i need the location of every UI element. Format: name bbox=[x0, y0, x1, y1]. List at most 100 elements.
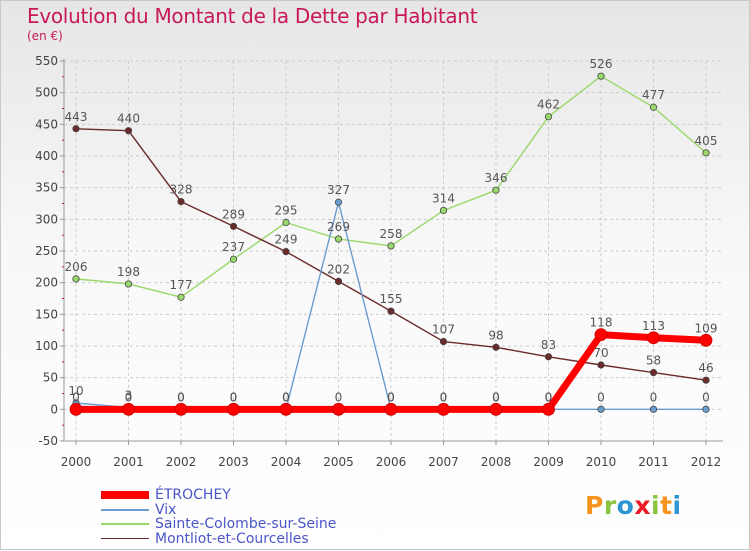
data-point bbox=[229, 255, 238, 263]
logo-letter: i bbox=[672, 491, 682, 520]
data-point bbox=[69, 402, 83, 416]
y-tick-label: 400 bbox=[35, 149, 58, 163]
x-tick-label: 2006 bbox=[376, 455, 407, 469]
y-tick-label: 300 bbox=[35, 212, 58, 226]
data-label: 526 bbox=[590, 57, 613, 71]
chart-title: Evolution du Montant de la Dette par Hab… bbox=[27, 4, 478, 28]
data-label: 0 bbox=[282, 390, 290, 404]
y-tick-label: 50 bbox=[43, 371, 58, 385]
data-label: 0 bbox=[492, 390, 500, 404]
y-tick-label: 0 bbox=[50, 402, 58, 416]
data-point bbox=[702, 149, 710, 157]
y-tick-label: 250 bbox=[35, 244, 58, 258]
data-label: 314 bbox=[432, 191, 455, 205]
x-tick-label: 2010 bbox=[586, 455, 617, 469]
proxiti-logo: Proxiti bbox=[585, 491, 682, 520]
x-tick-label: 2008 bbox=[481, 455, 512, 469]
data-label: 0 bbox=[597, 390, 605, 404]
y-tick-label: 550 bbox=[35, 54, 58, 68]
legend-swatch bbox=[101, 523, 149, 525]
data-label: 327 bbox=[327, 183, 350, 197]
data-point bbox=[437, 402, 450, 416]
data-label: 155 bbox=[380, 292, 403, 306]
legend-swatch bbox=[101, 508, 149, 511]
x-tick-label: 2007 bbox=[428, 455, 459, 469]
data-point bbox=[594, 328, 608, 342]
series-3 bbox=[72, 72, 710, 301]
data-label: 0 bbox=[125, 390, 133, 404]
data-point bbox=[542, 402, 555, 416]
data-label: 0 bbox=[177, 390, 185, 404]
data-point bbox=[124, 280, 133, 288]
x-tick-label: 2000 bbox=[61, 455, 92, 469]
data-point bbox=[699, 333, 713, 347]
data-label: 206 bbox=[65, 260, 88, 274]
data-label: 198 bbox=[117, 265, 140, 279]
x-tick-label: 2004 bbox=[271, 455, 302, 469]
y-tick-label: 350 bbox=[35, 181, 58, 195]
data-label: 0 bbox=[387, 390, 395, 404]
data-point bbox=[177, 293, 185, 301]
data-label: 440 bbox=[117, 112, 140, 126]
data-label: 70 bbox=[593, 346, 608, 360]
data-label: 0 bbox=[545, 390, 553, 404]
data-label: 0 bbox=[72, 390, 80, 404]
data-point bbox=[72, 275, 80, 283]
series-1 bbox=[69, 328, 713, 416]
legend-label: Montliot-et-Courcelles bbox=[155, 530, 309, 547]
data-label: 0 bbox=[230, 390, 238, 404]
logo-letter: P bbox=[585, 491, 604, 520]
data-label: 118 bbox=[590, 316, 613, 330]
data-label: 0 bbox=[545, 390, 553, 404]
data-point bbox=[279, 402, 293, 416]
data-label: 346 bbox=[485, 171, 508, 185]
data-point bbox=[649, 103, 658, 111]
data-label: 0 bbox=[282, 390, 290, 404]
data-point bbox=[597, 405, 605, 413]
data-point bbox=[647, 331, 660, 345]
data-label: 328 bbox=[170, 183, 193, 197]
data-point bbox=[649, 368, 658, 377]
y-tick-label: 150 bbox=[35, 307, 58, 321]
data-point bbox=[489, 402, 503, 416]
data-label: 0 bbox=[230, 390, 238, 404]
data-point bbox=[122, 402, 135, 416]
logo-letter: o bbox=[616, 491, 635, 520]
data-label: 462 bbox=[537, 98, 560, 112]
x-tick-label: 2012 bbox=[691, 455, 722, 469]
data-point bbox=[334, 198, 343, 206]
data-label: 109 bbox=[695, 321, 718, 335]
legend-swatch bbox=[101, 491, 149, 499]
series-4 bbox=[72, 125, 710, 384]
data-point bbox=[282, 248, 290, 256]
data-label: 295 bbox=[275, 204, 298, 218]
data-label: 0 bbox=[440, 390, 448, 404]
data-label: 113 bbox=[642, 319, 665, 333]
data-label: 0 bbox=[702, 390, 710, 404]
logo-letter: r bbox=[603, 491, 617, 520]
legend-label: ÉTROCHEY bbox=[155, 487, 231, 503]
data-point bbox=[227, 402, 240, 416]
data-point bbox=[174, 402, 188, 416]
data-label: 10 bbox=[68, 384, 83, 398]
data-point bbox=[387, 242, 395, 250]
data-point bbox=[177, 198, 185, 206]
data-label: 0 bbox=[387, 390, 395, 404]
data-point bbox=[124, 127, 133, 135]
x-tick-label: 2003 bbox=[218, 455, 249, 469]
data-label: 3 bbox=[125, 388, 133, 402]
data-point bbox=[702, 376, 710, 384]
data-label: 177 bbox=[170, 278, 193, 292]
x-tick-label: 2011 bbox=[638, 455, 669, 469]
y-tick-label: 500 bbox=[35, 86, 58, 100]
data-label: 0 bbox=[492, 390, 500, 404]
data-point bbox=[387, 307, 395, 315]
x-tick-label: 2001 bbox=[113, 455, 144, 469]
data-point bbox=[332, 402, 345, 416]
data-label: 83 bbox=[541, 338, 556, 352]
grid-lines bbox=[64, 60, 723, 442]
data-label: 46 bbox=[698, 361, 713, 375]
x-tick-label: 2002 bbox=[166, 455, 197, 469]
